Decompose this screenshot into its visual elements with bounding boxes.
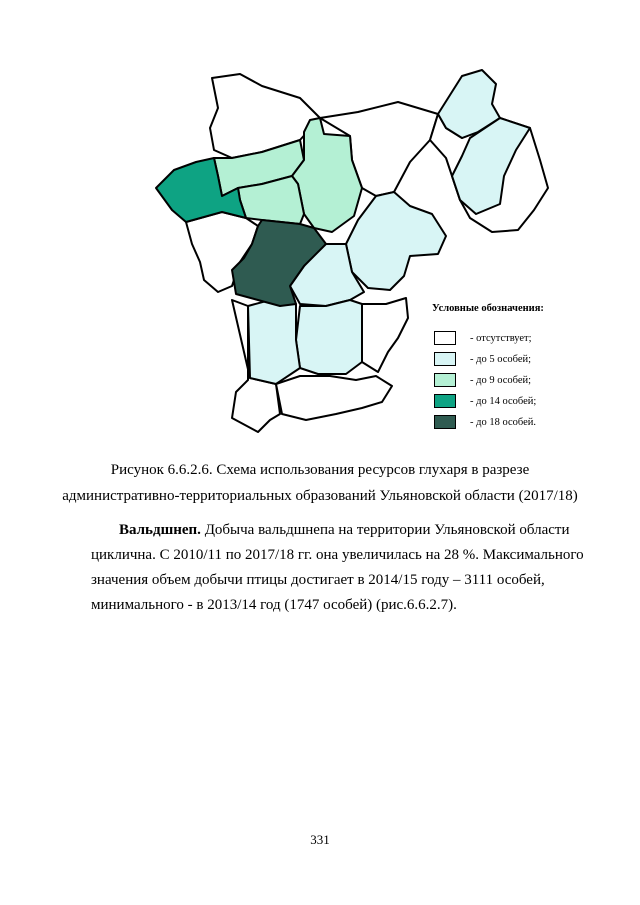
paragraph-line-3: значения объем добычи птицы достигает в … xyxy=(91,572,545,588)
legend-title: Условные обозначения: xyxy=(432,303,544,314)
map-region-southeast-white xyxy=(361,297,409,373)
legend-item-absent: - отсутствует; xyxy=(434,330,532,346)
map-region-south-center-cyan xyxy=(295,299,363,375)
legend-item-up-to-18: - до 18 особей. xyxy=(434,414,536,430)
legend-label: - отсутствует; xyxy=(470,332,532,344)
map-region-west-teal xyxy=(155,157,247,223)
legend-label: - до 5 особей; xyxy=(470,353,532,365)
paragraph-line-2: циклична. С 2010/11 по 2017/18 гг. она у… xyxy=(91,547,584,563)
region-map xyxy=(150,68,570,440)
legend-item-up-to-14: - до 14 особей; xyxy=(434,393,536,409)
map-region-southwest-cyan xyxy=(247,299,301,385)
legend-swatch xyxy=(434,394,456,408)
legend-label: - до 9 особей; xyxy=(470,374,532,386)
legend-item-up-to-5: - до 5 особей; xyxy=(434,351,531,367)
paragraph-line-1-text: Добыча вальдшнепа на территории Ульяновс… xyxy=(200,522,570,538)
figure-caption-line-2: административно-территориальных образова… xyxy=(62,488,578,504)
map-region-east-cyan xyxy=(451,117,531,215)
map-region-south-white xyxy=(275,375,393,421)
legend-label: - до 14 особей; xyxy=(470,395,537,407)
page-number: 331 xyxy=(310,832,330,847)
ulyanovsk-region-map-svg xyxy=(155,69,549,433)
paragraph-line-4: минимального - в 2013/14 год (1747 особе… xyxy=(91,597,457,613)
legend-label: - до 18 особей. xyxy=(470,416,536,428)
map-region-center-east-cyan xyxy=(345,191,447,291)
legend-swatch xyxy=(434,415,456,429)
map-region-center-dark xyxy=(231,219,327,307)
paragraph-bold-term: Вальдшнеп. xyxy=(119,522,201,538)
legend-swatch xyxy=(434,373,456,387)
paragraph-line-1: Вальдшнеп. Добыча вальдшнепа на территор… xyxy=(119,520,611,540)
figure-caption-line-1: Рисунок 6.6.2.6. Схема использования рес… xyxy=(110,462,530,478)
legend-swatch xyxy=(434,331,456,345)
legend-item-up-to-9: - до 9 особей; xyxy=(434,372,531,388)
legend-swatch xyxy=(434,352,456,366)
